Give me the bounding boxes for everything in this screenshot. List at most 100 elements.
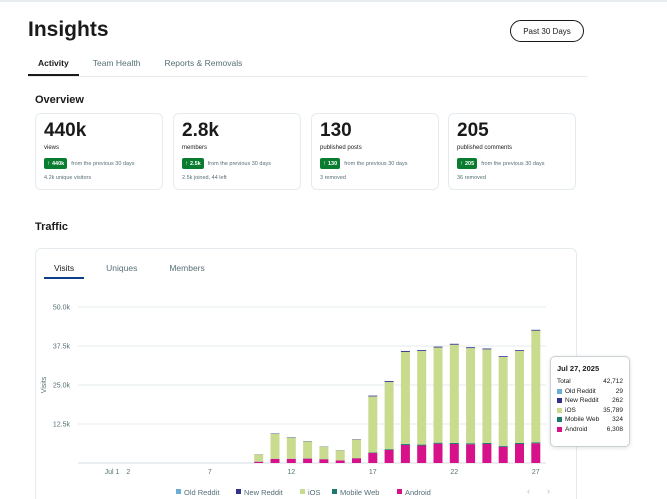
bar-segment: [286, 458, 296, 463]
bar-segment: [400, 444, 410, 463]
posts-card: 130 published posts ↑ 130 from the previo…: [311, 113, 439, 190]
bar-segment: [449, 343, 459, 345]
bar-segment: [319, 446, 329, 460]
series-swatch: [557, 417, 562, 423]
bar-segment: [531, 329, 541, 331]
y-tick-label: 12.5k: [53, 422, 71, 429]
tooltip-series-name: New Reddit: [565, 397, 599, 405]
bar-segment: [531, 442, 541, 444]
bar-segment: [335, 450, 345, 461]
legend-label: iOS: [308, 488, 321, 497]
arrow-up-icon: ↑: [460, 160, 463, 167]
legend-label: Mobile Web: [340, 488, 379, 497]
bar-segment: [254, 461, 264, 463]
bar-segment: [498, 445, 508, 447]
arrow-up-icon: ↑: [323, 160, 326, 167]
members-delta-badge: ↑ 2.5k: [182, 158, 204, 169]
bar-segment: [482, 443, 492, 463]
bar-segment: [466, 443, 476, 445]
series-swatch: [557, 407, 562, 413]
tooltip-row: Android 6,308: [557, 425, 623, 435]
series-swatch: [557, 398, 562, 404]
tab-reports-removals[interactable]: Reports & Removals: [164, 58, 243, 68]
members-card: 2.8k members ↑ 2.5k from the previous 30 …: [173, 113, 301, 190]
main-tabs: Activity Team Health Reports & Removals: [28, 55, 252, 76]
bar-segment: [466, 348, 476, 444]
x-tick-label: 22: [450, 469, 458, 476]
tooltip-series-name: Android: [565, 425, 588, 433]
tab-activity[interactable]: Activity: [28, 55, 79, 76]
bar-segment: [270, 458, 280, 463]
bar-segment: [270, 433, 280, 459]
bar-segment: [531, 443, 541, 463]
comments-subtext: 36 removed: [457, 175, 487, 181]
tab-team-health[interactable]: Team Health: [92, 58, 141, 68]
chart-prev-button[interactable]: ‹: [527, 486, 530, 496]
views-value: 440k: [44, 120, 87, 141]
bar-segment: [433, 346, 443, 348]
bar-segment: [417, 350, 427, 445]
bar-segment: [417, 445, 427, 463]
bar-segment: [400, 351, 410, 444]
posts-value: 130: [320, 120, 352, 141]
tooltip-series-value: 6,308: [606, 425, 623, 433]
bar-segment: [498, 356, 508, 357]
legend-label: Old Reddit: [184, 488, 220, 497]
chart-next-button[interactable]: ›: [547, 486, 550, 496]
series-swatch: [557, 426, 562, 432]
x-tick-label: 27: [532, 469, 540, 476]
tooltip-date: Jul 27, 2025: [557, 364, 600, 373]
bar-segment: [400, 443, 410, 445]
comments-delta-badge: ↑ 205: [457, 158, 478, 169]
tab-members[interactable]: Members: [169, 263, 205, 273]
bar-segment: [417, 350, 427, 351]
comments-value: 205: [457, 120, 489, 141]
bar-segment: [384, 449, 394, 463]
legend-swatch: [397, 489, 402, 494]
tab-uniques[interactable]: Uniques: [106, 263, 138, 273]
views-compare: from the previous 30 days: [71, 160, 135, 167]
tab-visits[interactable]: Visits: [44, 261, 85, 279]
date-range-button[interactable]: Past 30 Days: [510, 20, 584, 42]
x-tick-label: 17: [369, 469, 377, 476]
legend-swatch: [176, 489, 181, 494]
bar-segment: [286, 437, 296, 459]
bar-segment: [368, 396, 378, 453]
x-tick-label: 12: [287, 469, 295, 476]
members-label: members: [182, 145, 208, 151]
x-tick-label: 2: [126, 469, 130, 476]
arrow-up-icon: ↑: [47, 160, 50, 167]
series-swatch: [557, 388, 562, 394]
y-tick-label: 25.0k: [53, 383, 71, 390]
bar-segment: [466, 347, 476, 349]
bar-segment: [303, 458, 313, 463]
bar-segment: [384, 381, 394, 383]
bar-segment: [433, 347, 443, 443]
bar-segment: [515, 443, 524, 463]
bar-segment: [449, 442, 459, 444]
bar-segment: [515, 350, 524, 351]
legend-swatch: [332, 489, 337, 494]
bar-segment: [254, 454, 264, 462]
y-tick-label: 50.0k: [53, 305, 71, 312]
bar-segment: [319, 459, 329, 463]
bar-segment: [368, 453, 378, 463]
y-axis-label: Visits: [41, 376, 48, 393]
tooltip-total-label: Total: [557, 378, 571, 386]
posts-compare: from the previous 30 days: [344, 160, 408, 167]
views-delta-badge: ↑ 440k: [44, 158, 68, 169]
views-subtext: 4.2k unique visitors: [44, 175, 92, 181]
tooltip-series-name: Mobile Web: [565, 416, 600, 424]
x-tick-label: Jul 1: [105, 469, 120, 476]
bar-segment: [498, 446, 508, 463]
overview-title: Overview: [35, 94, 84, 106]
bar-segment: [449, 443, 459, 463]
page-title: Insights: [28, 18, 109, 41]
arrow-up-icon: ↑: [185, 160, 188, 167]
comments-label: published comments: [457, 145, 513, 151]
bar-segment: [433, 442, 443, 444]
bar-segment: [515, 350, 524, 443]
bar-segment: [498, 356, 508, 446]
tooltip-series-value: 35,789: [603, 406, 623, 414]
